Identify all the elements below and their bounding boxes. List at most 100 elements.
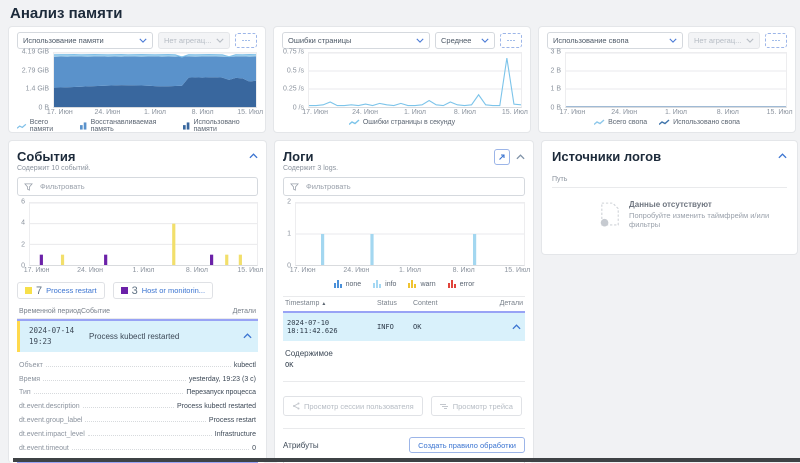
x-tick-label: 1. Июл: [132, 267, 155, 274]
faults-chart[interactable]: [308, 52, 522, 108]
legend-item[interactable]: info: [373, 280, 396, 288]
y-tick-label: 0: [21, 262, 25, 270]
logs-panel-title: Логи: [283, 149, 314, 164]
memory-metric-select[interactable]: Использование памяти: [17, 32, 153, 49]
dotted-leader: [71, 443, 250, 450]
y-tick-label: 6: [21, 198, 25, 206]
event-details: Объект kubectl Время yesterday, 19:23 (3 с)…: [17, 352, 258, 463]
sources-empty-state: Данные отсутствуют Попробуйте изменить т…: [600, 200, 787, 229]
dotted-leader: [85, 415, 206, 423]
y-tick-label: 4.19 GiB: [21, 48, 49, 56]
logs-header-timestamp[interactable]: Timestamp ▲: [285, 300, 327, 307]
swap-chart-legend[interactable]: Всего свопа Использовано свопа: [547, 119, 787, 126]
line-series-icon: [348, 119, 360, 126]
events-header-event: Событие: [81, 308, 110, 315]
legend-item[interactable]: none: [333, 280, 361, 288]
faults-more-options-button[interactable]: ⋯: [500, 33, 522, 48]
y-tick-label: 0 B: [38, 104, 49, 112]
chevron-up-icon[interactable]: [243, 333, 252, 339]
x-tick-label: 8. Июл: [716, 109, 739, 116]
memory-chart-legend[interactable]: Всего памяти Восстанавливаемая память Испо…: [17, 119, 257, 133]
memory-chart[interactable]: [53, 52, 257, 108]
line-series-icon: [17, 123, 27, 129]
detail-value: yesterday, 19:23 (3 с): [188, 375, 256, 383]
memory-more-options-button[interactable]: ⋯: [235, 33, 257, 48]
x-tick-label: 8. Июл: [452, 267, 475, 274]
logs-chart-legend[interactable]: none info warn error: [283, 280, 525, 288]
events-legend-host-issue-button[interactable]: 3 Host or monitorin...: [112, 282, 214, 299]
collapse-sources-icon[interactable]: [778, 153, 787, 159]
logs-header-details: Детали: [499, 300, 523, 307]
y-tick-label: 0.5 /s: [286, 67, 304, 75]
legend-item[interactable]: warn: [408, 280, 436, 288]
dotted-leader: [43, 374, 186, 381]
legend-item[interactable]: Всего памяти: [17, 119, 68, 133]
logs-header-content: Content: [413, 300, 438, 307]
open-logs-viewer-button[interactable]: [494, 149, 510, 165]
process-restart-count: 7: [36, 284, 43, 297]
faults-metric-select-value: Ошибки страницы: [288, 36, 352, 45]
collapse-events-icon[interactable]: [249, 153, 258, 159]
y-tick-label: 3 B: [550, 48, 561, 56]
legend-item[interactable]: error: [447, 280, 474, 288]
logs-chart[interactable]: [295, 202, 525, 266]
event-detail-row: dt.event.impact_level Infrastructure: [19, 426, 256, 440]
logs-filter-input[interactable]: [283, 177, 525, 196]
create-processing-rule-button[interactable]: Создать правило обработки: [409, 437, 525, 453]
events-legend-process-restart-button[interactable]: 7 Process restart: [17, 282, 105, 299]
log-sources-panel: Источники логов Путь Данные отсутствуют …: [541, 140, 798, 255]
details-row: События Содержит 10 событий. 0 2 4 6 17. Ию…: [8, 140, 798, 463]
legend-item[interactable]: Использовано памяти: [183, 119, 257, 133]
legend-item[interactable]: Всего свопа: [594, 119, 647, 126]
sort-asc-icon: ▲: [321, 301, 327, 307]
log-content: OK: [413, 323, 422, 331]
x-tick-label: 24. Июн: [352, 109, 378, 116]
events-chart[interactable]: [29, 202, 258, 266]
legend-label: info: [385, 280, 397, 288]
bar-series-icon: [183, 122, 190, 130]
faults-chart-legend[interactable]: Ошибки страницы в секунду: [282, 119, 522, 126]
swap-chart[interactable]: [565, 52, 787, 108]
faults-chart-y-axis: 0 /s 0.25 /s 0.5 /s 0.75 /s: [282, 49, 308, 112]
faults-metric-select[interactable]: Ошибки страницы: [282, 32, 430, 49]
faults-aggregation-select[interactable]: Среднее: [435, 32, 495, 49]
legend-label: warn: [420, 280, 436, 288]
legend-item[interactable]: Использовано свопа: [659, 119, 740, 126]
swap-more-options-button[interactable]: ⋯: [765, 33, 787, 48]
events-filter-input[interactable]: [17, 177, 258, 196]
log-row-expanded[interactable]: 2024-07-10 18:11:42.626 INFO OK: [283, 311, 525, 341]
logs-table-header: Timestamp ▲ Status Content Детали: [283, 296, 525, 311]
host-issue-label: Host or monitorin...: [141, 286, 206, 295]
events-filter-field[interactable]: [38, 181, 251, 192]
x-tick-label: 15. Июл: [237, 109, 264, 116]
logs-filter-field[interactable]: [304, 181, 518, 192]
event-row-expanded[interactable]: 2024-07-14 19:23 Process kubectl restart…: [17, 319, 258, 352]
page-title: Анализ памяти: [10, 5, 123, 22]
log-status: INFO: [377, 323, 394, 331]
collapse-logs-icon[interactable]: [516, 154, 525, 160]
horizontal-scrollbar[interactable]: [13, 458, 800, 462]
chevron-up-icon[interactable]: [512, 324, 521, 330]
bars-series-icon: [408, 280, 417, 288]
detail-value: Process restart: [208, 417, 256, 425]
events-table-header: Временной период Событие Детали: [17, 308, 258, 319]
swap-metric-select[interactable]: Использование свопа: [547, 32, 683, 49]
event-title: Process kubectl restarted: [89, 331, 180, 341]
event-detail-row: Тип Перезапуск процесса: [19, 385, 256, 399]
events-chart-y-axis: 0 2 4 6: [17, 198, 29, 270]
swap-usage-panel: Использование свопа Нет агрегац... ⋯ 0 B…: [538, 26, 796, 133]
y-tick-label: 4: [21, 219, 25, 227]
swap-chart-x-axis: 17. Июн 24. Июн 1. Июл 8. Июл 15. Июл: [559, 108, 792, 117]
no-data-title: Данные отсутствуют: [629, 200, 712, 209]
dotted-leader: [45, 360, 231, 367]
event-detail-row: dt.event.timeout 0: [19, 440, 256, 454]
swap-aggregation-select: Нет агрегац...: [688, 32, 760, 49]
legend-item[interactable]: Восстанавливаемая память: [80, 119, 171, 133]
swap-aggregation-select-value: Нет агрегац...: [694, 36, 742, 45]
bars-series-icon: [373, 280, 382, 288]
view-trace-button: Просмотр трейса: [430, 396, 522, 416]
legend-item[interactable]: Ошибки страницы в секунду: [348, 119, 455, 126]
logs-chart-y-axis: 0 1 2: [283, 199, 295, 270]
host-issue-count: 3: [131, 284, 138, 297]
